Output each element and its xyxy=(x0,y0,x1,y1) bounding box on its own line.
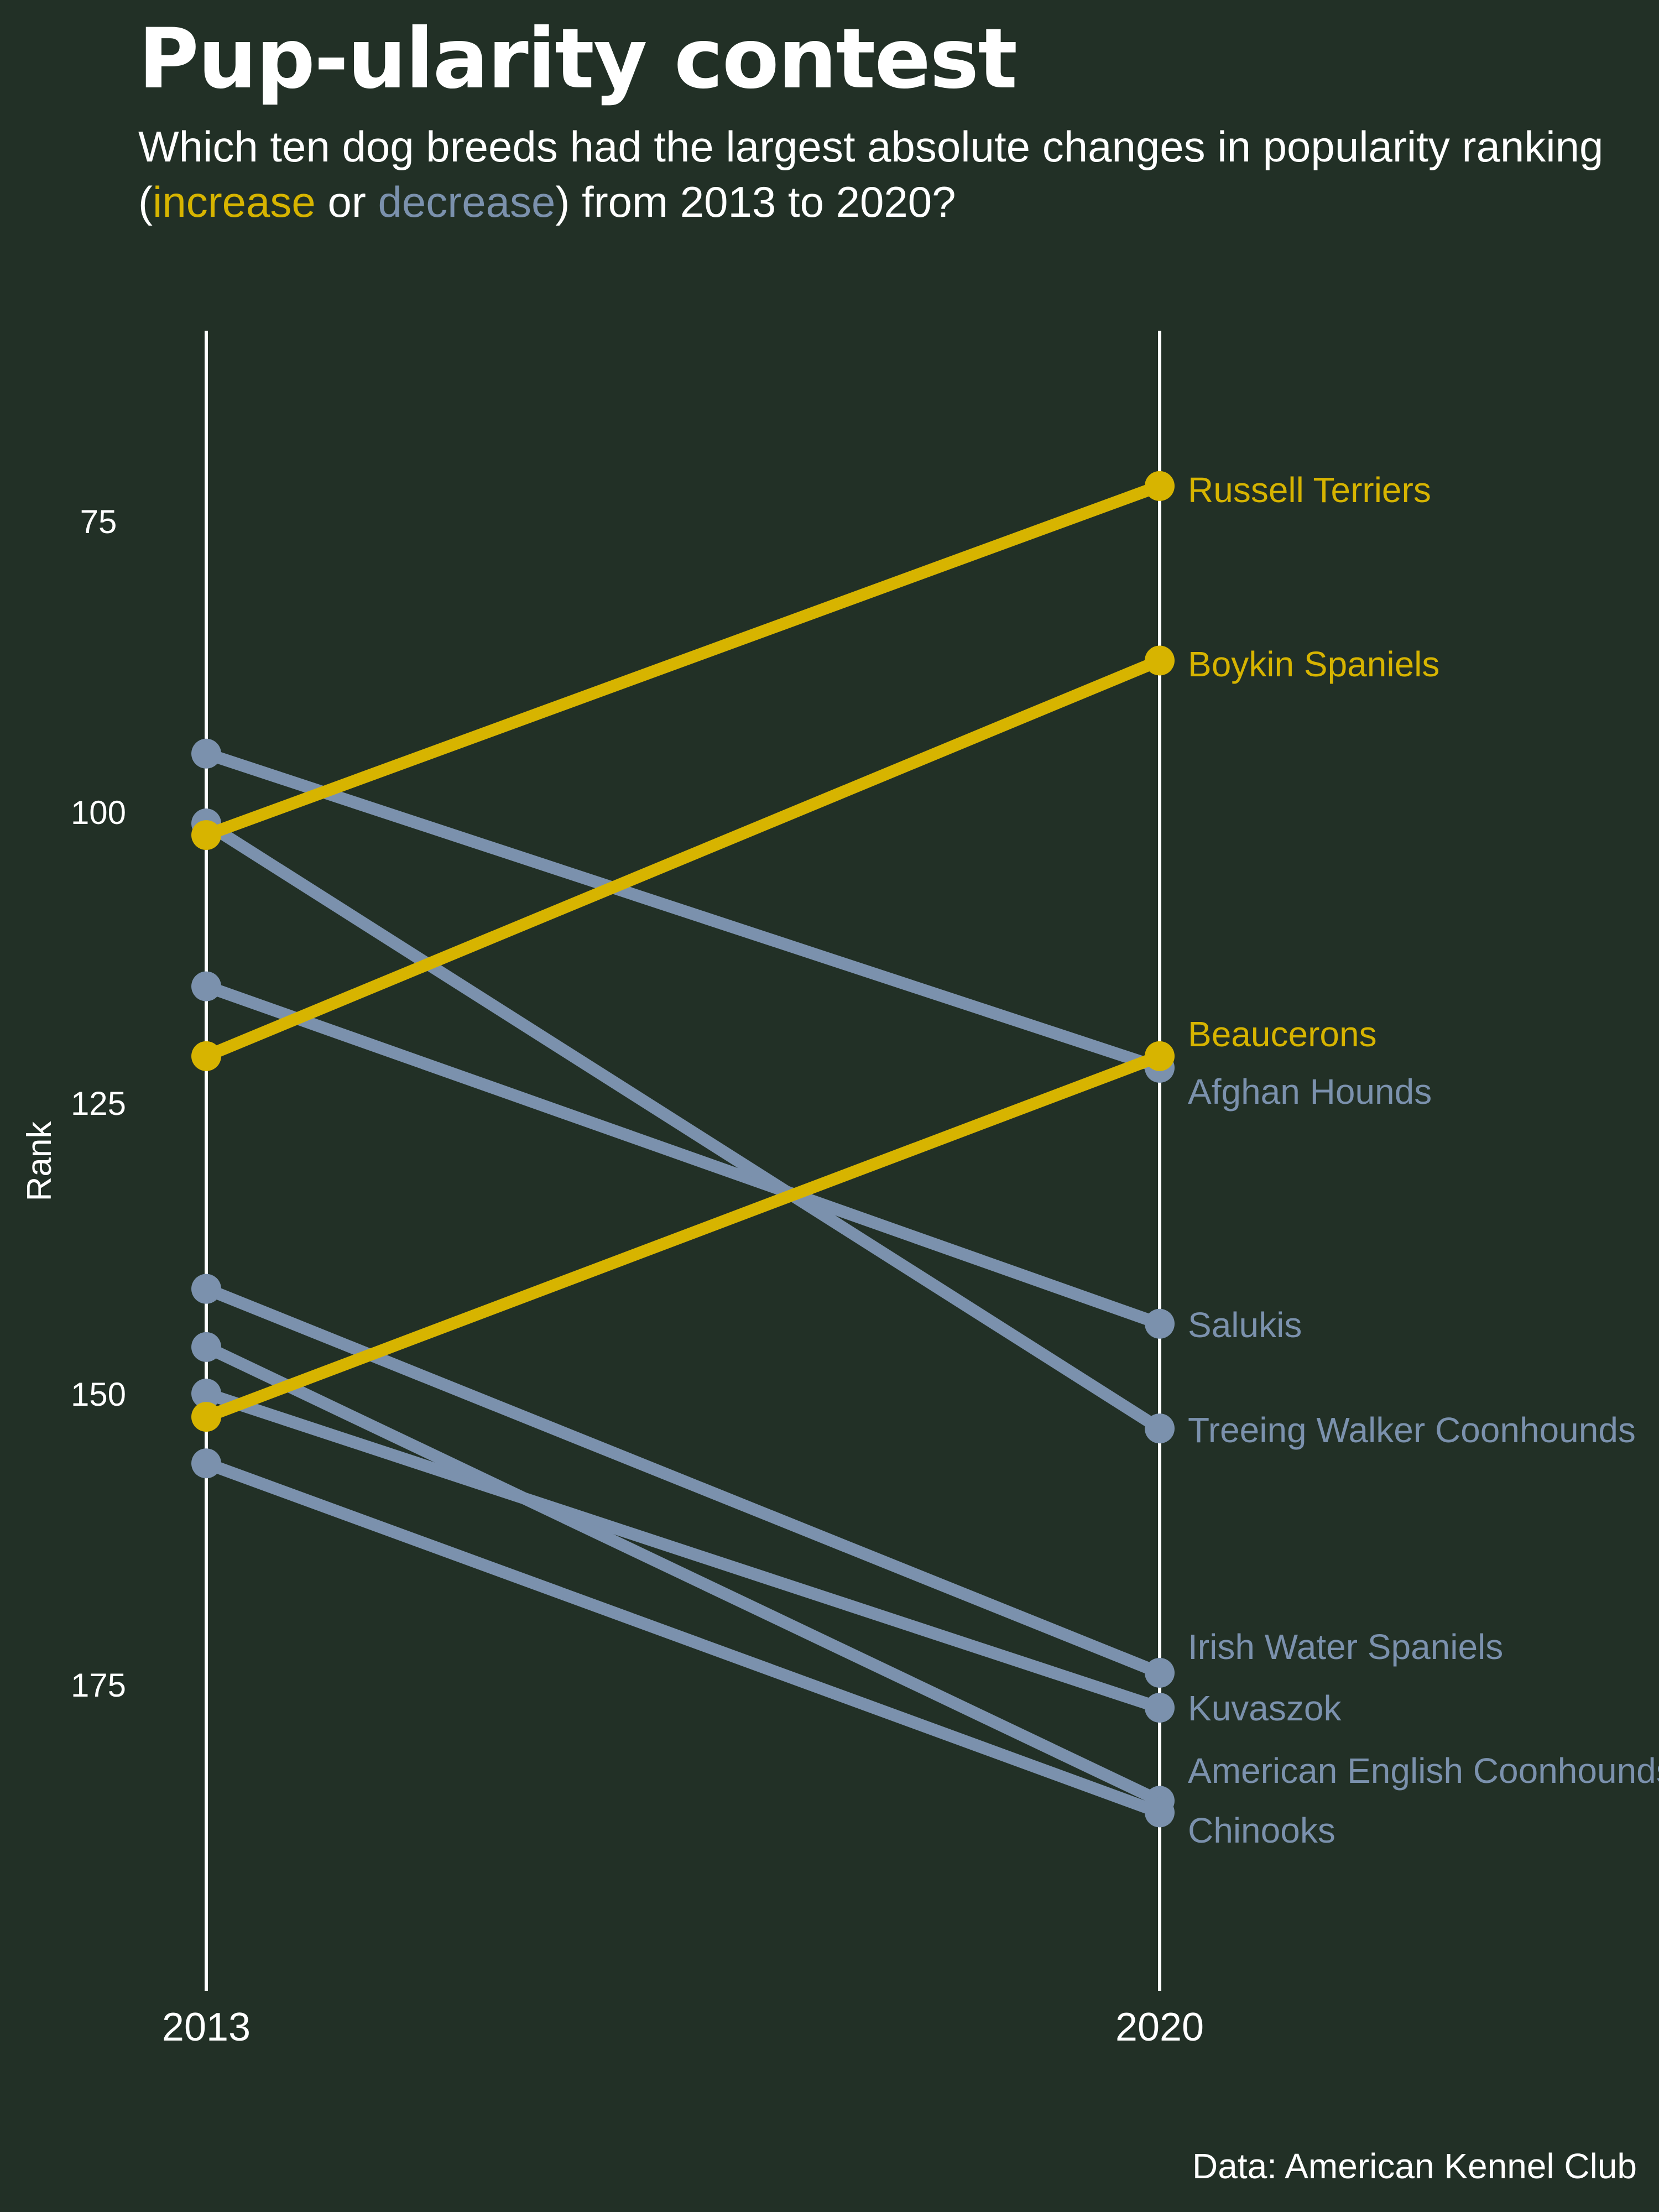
subtitle-open-paren: ( xyxy=(138,178,153,226)
series-label-chinooks: Chinooks xyxy=(1188,1811,1335,1850)
y-axis-label: Rank xyxy=(20,1121,59,1202)
chart-subtitle: Which ten dog breeds had the largest abs… xyxy=(138,119,1631,229)
series-label-salukis: Salukis xyxy=(1188,1305,1302,1345)
point-2020-beaucerons xyxy=(1145,1041,1175,1071)
y-tick-label: 125 xyxy=(71,1085,126,1122)
series-line-american-english-coonhounds xyxy=(200,1340,1166,1807)
point-2020-chinooks xyxy=(1145,1797,1175,1828)
point-2013-american-english-coonhounds xyxy=(191,1332,221,1362)
series-label-irish-water-spaniels: Irish Water Spaniels xyxy=(1188,1627,1503,1667)
point-2020-treeing-walker-coonhounds xyxy=(1145,1413,1175,1444)
y-tick-label: 100 xyxy=(71,794,126,831)
data-source-caption: Data: American Kennel Club xyxy=(1192,2146,1637,2186)
point-2020-irish-water-spaniels xyxy=(1145,1657,1175,1688)
point-2020-salukis xyxy=(1145,1308,1175,1339)
subtitle-or-word: or xyxy=(315,178,378,226)
series-label-boykin-spaniels: Boykin Spaniels xyxy=(1188,644,1439,684)
series-label-kuvaszok: Kuvaszok xyxy=(1188,1688,1342,1728)
point-2013-salukis xyxy=(191,971,221,1001)
series-line-boykin-spaniels xyxy=(200,654,1166,1062)
point-2013-russell-terriers xyxy=(191,820,221,851)
y-tick-label: 150 xyxy=(71,1376,126,1413)
subtitle-line-2: (increase or decrease) from 2013 to 2020… xyxy=(138,174,1631,229)
series-line-irish-water-spaniels xyxy=(200,1282,1166,1679)
point-2020-russell-terriers xyxy=(1145,471,1175,501)
series-label-treeing-walker-coonhounds: Treeing Walker Coonhounds xyxy=(1188,1410,1636,1450)
series-label-afghan-hounds: Afghan Hounds xyxy=(1188,1072,1432,1112)
series-line-afghan-hounds xyxy=(200,747,1166,1074)
series-line-kuvaszok xyxy=(200,1387,1166,1714)
series-label-american-english-coonhounds: American English Coonhounds xyxy=(1188,1751,1659,1791)
series-label-beaucerons: Beaucerons xyxy=(1188,1014,1377,1054)
series-line-beaucerons xyxy=(200,1050,1166,1423)
point-2013-boykin-spaniels xyxy=(191,1041,221,1071)
point-2020-boykin-spaniels xyxy=(1145,645,1175,676)
subtitle-increase-word: increase xyxy=(152,178,316,226)
x-tick-label-2020: 2020 xyxy=(1115,2005,1204,2049)
series-line-salukis xyxy=(200,980,1166,1330)
series-line-russell-terriers xyxy=(200,479,1166,842)
y-tick-label: 75 xyxy=(80,503,117,540)
chart-title: Pup-ularity contest xyxy=(138,11,1018,107)
point-2013-kuvaszok xyxy=(191,1379,221,1408)
x-tick-label-2013: 2013 xyxy=(162,2005,251,2049)
subtitle-tail: ) from 2013 to 2020? xyxy=(555,178,956,226)
series-line-treeing-walker-coonhounds xyxy=(200,817,1166,1435)
point-2013-afghan-hounds xyxy=(191,738,221,769)
series-label-russell-terriers: Russell Terriers xyxy=(1188,470,1431,510)
point-2013-irish-water-spaniels xyxy=(191,1274,221,1304)
point-2013-chinooks xyxy=(191,1448,221,1479)
point-2013-beaucerons xyxy=(191,1402,221,1432)
y-tick-label: 175 xyxy=(71,1667,126,1704)
point-2020-kuvaszok xyxy=(1145,1693,1175,1723)
subtitle-decrease-word: decrease xyxy=(378,178,556,226)
series-line-chinooks xyxy=(200,1457,1166,1819)
subtitle-line-1: Which ten dog breeds had the largest abs… xyxy=(138,122,1604,171)
